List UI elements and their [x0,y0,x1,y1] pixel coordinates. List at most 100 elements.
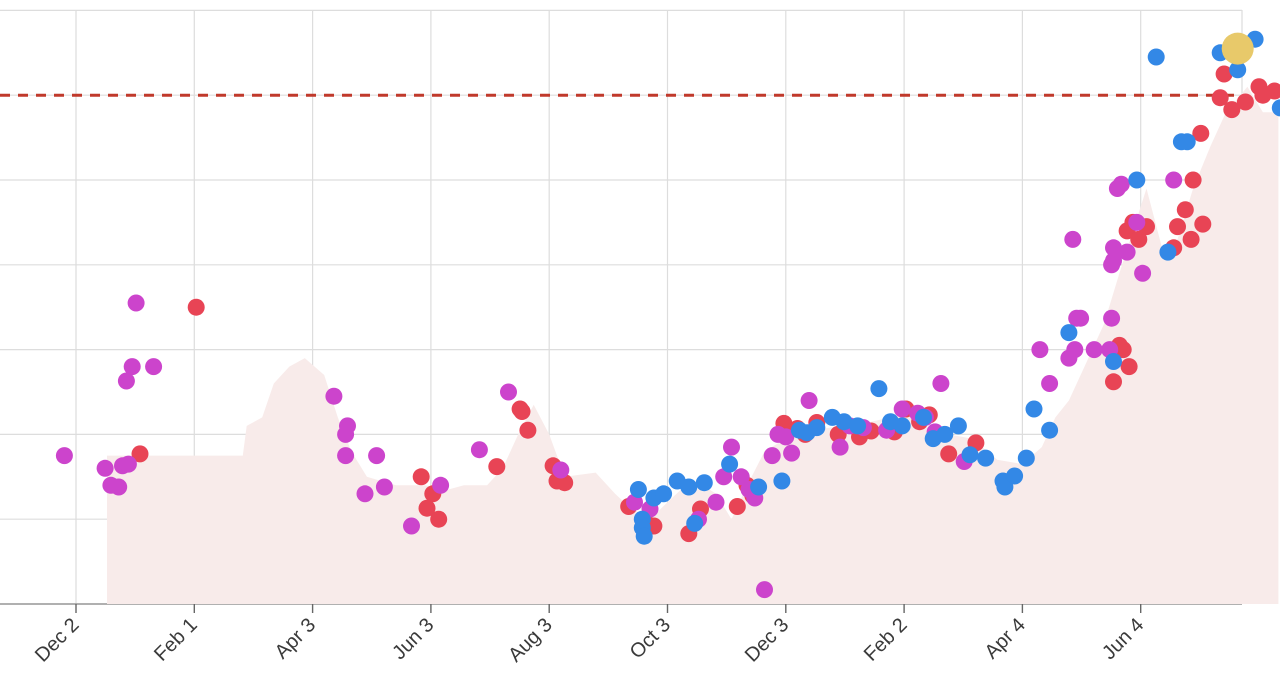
point-magenta [783,444,801,462]
point-blue [977,449,995,467]
point-magenta [1085,341,1103,359]
point-red [1215,65,1233,83]
point-red [728,498,746,515]
area-fill [107,86,1279,604]
point-magenta [500,383,517,401]
point-blue [695,474,713,492]
point-blue [1229,61,1247,79]
point-magenta [800,392,818,409]
x-tick-label: Apr 4 [981,614,1030,663]
x-tick-label: Aug 3 [504,614,557,667]
point-magenta [96,459,114,477]
point-blue [1178,133,1196,151]
point-red [519,421,537,439]
point-blue [936,425,954,443]
point-red [1105,373,1122,391]
point-magenta [325,387,343,405]
point-blue [655,485,673,503]
area-series [107,86,1279,604]
x-tick-label: Apr 3 [271,614,320,663]
point-red [1130,230,1148,248]
point-blue [629,481,647,498]
point-magenta [831,438,849,456]
point-red [1254,86,1272,104]
point-magenta [119,455,137,473]
x-axis: Dec 2 Feb 1 Apr 3 Jun 3 Aug 3 Oct 3 Dec 3 Feb 2… [31,604,1148,666]
point-blue [835,413,853,431]
point-magenta [432,476,450,494]
point-magenta [1064,230,1082,248]
point-red [418,499,436,517]
point-blue [773,472,791,490]
point-blue [1041,421,1059,439]
point-red [1223,101,1241,119]
point-magenta [552,461,570,479]
point-magenta [1031,341,1049,359]
point-magenta [356,485,374,503]
point-red [1182,230,1200,248]
point-blue [1128,171,1146,189]
point-blue [1060,324,1078,342]
point-blue [808,419,826,437]
point-magenta [1041,375,1059,392]
point-magenta [777,428,795,446]
point-magenta [368,447,386,465]
point-magenta [756,581,773,599]
point-magenta [1066,341,1084,359]
point-blue [750,478,768,496]
point-blue [686,514,704,532]
point-magenta [1134,264,1152,282]
point-blue [1025,400,1043,418]
point-red [1184,171,1202,189]
point-magenta [893,400,911,418]
point-magenta [1105,252,1122,270]
point-magenta [127,294,145,312]
point-magenta [723,438,740,456]
point-blue [721,455,739,473]
point-blue [996,478,1014,496]
x-tick-label: Dec 3 [741,614,794,667]
point-magenta [732,468,750,486]
point-red [1194,215,1212,233]
x-tick-label: Oct 3 [626,614,675,663]
x-tick-label: Jun 4 [1098,614,1148,664]
point-red [1120,358,1138,376]
highlight-point [1221,32,1254,65]
point-magenta [1105,239,1122,257]
point-magenta [123,358,141,376]
point-magenta [403,517,420,535]
point-red [187,298,205,316]
point-red [1176,201,1194,219]
point-red [412,468,430,486]
point-blue [1159,243,1177,261]
point-blue [870,380,888,398]
point-blue [1271,99,1280,117]
point-magenta [932,375,950,392]
point-blue [961,446,979,464]
point-magenta [55,447,73,465]
point-magenta [117,372,135,390]
point-blue [1006,467,1024,485]
point-red [488,458,506,476]
point-magenta [375,478,393,496]
point-magenta [339,417,356,435]
point-blue [680,478,698,496]
point-magenta [1072,309,1090,327]
x-tick-label: Feb 1 [150,614,202,666]
point-magenta [110,478,128,496]
point-magenta [1112,175,1130,193]
point-magenta [1118,243,1136,261]
x-tick-label: Jun 3 [388,614,438,664]
point-red [940,445,958,463]
x-tick-label: Dec 2 [31,614,84,667]
point-red [430,510,448,528]
point-magenta [470,441,488,459]
point-red [1236,93,1254,111]
point-blue [893,417,911,435]
point-magenta [763,447,781,465]
point-red [1192,124,1210,142]
point-magenta [1128,213,1146,231]
point-blue [915,408,932,426]
point-magenta [337,447,355,465]
point-magenta [145,358,163,376]
